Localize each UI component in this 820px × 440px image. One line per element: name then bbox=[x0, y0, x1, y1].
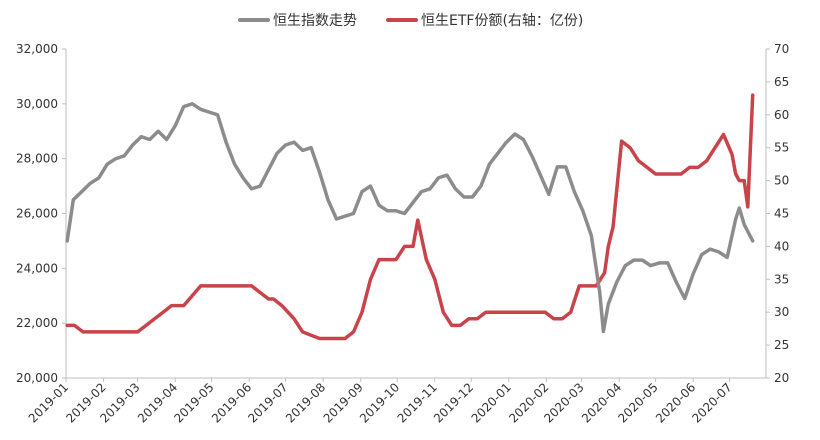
x-tick-label: 2019-07 bbox=[245, 380, 290, 425]
right-tick-label: 25 bbox=[774, 338, 789, 352]
axes bbox=[62, 48, 770, 382]
left-tick-label: 24,000 bbox=[16, 261, 58, 275]
x-tick-label: 2019-01 bbox=[26, 380, 71, 425]
x-tick-label: 2020-01 bbox=[469, 380, 514, 425]
series-layer bbox=[65, 93, 755, 341]
right-axis-tick-labels: 20 25 30 35 40 45 50 55 60 65 70 bbox=[774, 42, 789, 385]
right-tick-label: 20 bbox=[774, 371, 789, 385]
left-axis-tick-labels: 20,000 22,000 24,000 26,000 28,000 30,000 32,0… bbox=[16, 42, 58, 385]
left-tick-label: 28,000 bbox=[16, 152, 58, 166]
right-tick-label: 70 bbox=[774, 42, 789, 56]
right-tick-label: 40 bbox=[774, 239, 789, 253]
x-tick-label: 2020-07 bbox=[689, 380, 734, 425]
x-tick-label: 2019-10 bbox=[357, 380, 402, 425]
left-tick-label: 26,000 bbox=[16, 207, 58, 221]
left-tick-label: 32,000 bbox=[16, 42, 58, 56]
legend-label-etf: 恒生ETF份额(右轴：亿份) bbox=[421, 13, 583, 29]
right-tick-label: 65 bbox=[774, 75, 789, 89]
x-axis-tick-labels: 2019-012019-022019-032019-042019-052019-… bbox=[26, 380, 735, 425]
x-tick-label: 2019-08 bbox=[283, 380, 328, 425]
right-tick-label: 55 bbox=[774, 141, 789, 155]
x-tick-label: 2019-12 bbox=[431, 380, 476, 425]
left-tick-label: 30,000 bbox=[16, 97, 58, 111]
x-tick-label: 2019-05 bbox=[171, 380, 216, 425]
legend-label-hsi: 恒生指数走势 bbox=[273, 13, 357, 29]
x-tick-label: 2020-05 bbox=[615, 380, 660, 425]
right-tick-label: 30 bbox=[774, 305, 789, 319]
right-tick-label: 35 bbox=[774, 272, 789, 286]
right-tick-label: 50 bbox=[774, 174, 789, 188]
series-line-etf bbox=[65, 93, 755, 341]
right-tick-label: 60 bbox=[774, 108, 789, 122]
left-tick-label: 22,000 bbox=[16, 316, 58, 330]
right-tick-label: 45 bbox=[774, 207, 789, 221]
series-line-hsi bbox=[65, 102, 755, 334]
left-tick-label: 20,000 bbox=[16, 371, 58, 385]
legend: 恒生指数走势 恒生ETF份额(右轴：亿份) bbox=[238, 13, 583, 29]
